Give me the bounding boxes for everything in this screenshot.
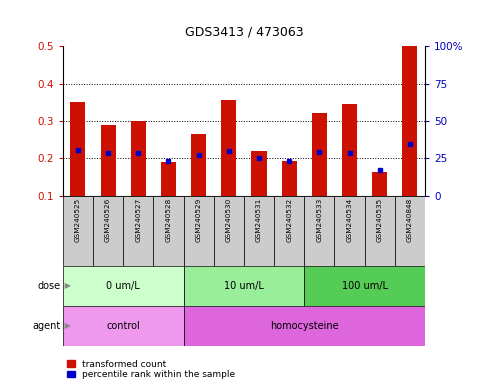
Bar — [312, 114, 327, 196]
Text: ▶: ▶ — [62, 321, 71, 330]
Bar — [161, 162, 176, 196]
Bar — [100, 125, 115, 196]
Text: GSM240533: GSM240533 — [316, 198, 322, 242]
Bar — [71, 102, 85, 196]
Text: GSM240525: GSM240525 — [75, 198, 81, 242]
Text: GSM240531: GSM240531 — [256, 198, 262, 242]
Text: agent: agent — [32, 321, 60, 331]
Bar — [213, 196, 244, 266]
Bar — [402, 46, 417, 196]
Bar — [184, 196, 213, 266]
Text: GSM240528: GSM240528 — [166, 198, 171, 242]
Bar — [131, 121, 146, 196]
Text: GSM240535: GSM240535 — [377, 198, 383, 242]
Text: 100 um/L: 100 um/L — [341, 281, 388, 291]
Bar — [244, 196, 274, 266]
Bar — [274, 196, 304, 266]
Legend: transformed count, percentile rank within the sample: transformed count, percentile rank withi… — [67, 360, 235, 379]
Bar — [252, 151, 267, 196]
Bar — [93, 196, 123, 266]
Text: GSM240529: GSM240529 — [196, 198, 201, 242]
Text: GSM240534: GSM240534 — [347, 198, 353, 242]
Bar — [372, 172, 387, 196]
Text: GSM240526: GSM240526 — [105, 198, 111, 242]
Bar — [304, 266, 425, 306]
Text: GSM240530: GSM240530 — [226, 198, 232, 242]
Bar — [191, 134, 206, 196]
Text: 10 um/L: 10 um/L — [224, 281, 264, 291]
Bar — [221, 100, 236, 196]
Bar — [395, 196, 425, 266]
Text: GDS3413 / 473063: GDS3413 / 473063 — [185, 25, 303, 38]
Text: ▶: ▶ — [62, 281, 71, 290]
Bar — [184, 266, 304, 306]
Bar — [184, 306, 425, 346]
Bar — [304, 196, 334, 266]
Text: homocysteine: homocysteine — [270, 321, 339, 331]
Text: GSM240532: GSM240532 — [286, 198, 292, 242]
Bar — [342, 104, 357, 196]
Bar — [63, 266, 184, 306]
Bar — [123, 196, 154, 266]
Text: GSM240527: GSM240527 — [135, 198, 141, 242]
Bar — [63, 196, 93, 266]
Text: dose: dose — [37, 281, 60, 291]
Bar — [365, 196, 395, 266]
Text: 0 um/L: 0 um/L — [106, 281, 140, 291]
Text: control: control — [106, 321, 140, 331]
Bar — [334, 196, 365, 266]
Text: GSM240848: GSM240848 — [407, 198, 413, 242]
Bar — [63, 306, 184, 346]
Bar — [282, 161, 297, 196]
Bar — [154, 196, 184, 266]
